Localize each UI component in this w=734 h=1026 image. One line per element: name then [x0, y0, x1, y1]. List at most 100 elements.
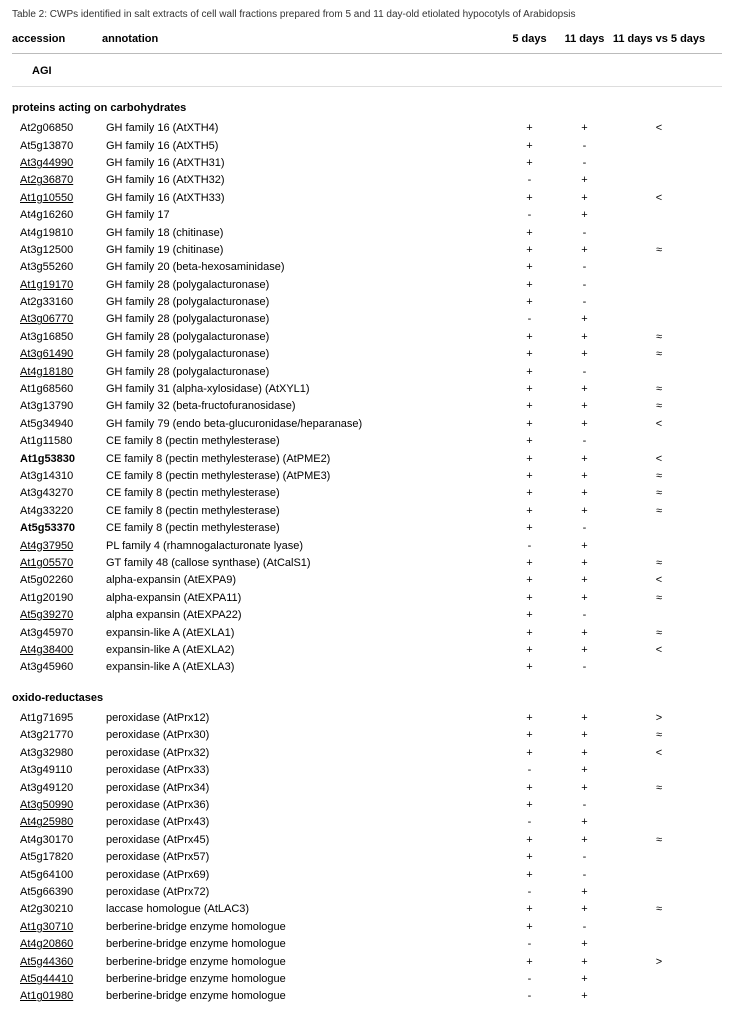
cell-accession: At1g68560: [12, 382, 102, 397]
cell-annotation: peroxidase (AtPrx36): [102, 798, 502, 813]
cell-accession: At3g55260: [12, 260, 102, 275]
cell-accession: At3g06770: [12, 312, 102, 327]
table-body: proteins acting on carbohydratesAt2g0685…: [12, 87, 722, 1006]
table-row: At5g13870GH family 16 (AtXTH5)+-: [12, 138, 722, 155]
table-row: At1g05570GT family 48 (callose synthase)…: [12, 555, 722, 572]
table-row: At1g19170GH family 28 (polygalacturonase…: [12, 277, 722, 294]
table-row: At3g14310CE family 8 (pectin methylester…: [12, 468, 722, 485]
cell-11-days: +: [557, 746, 612, 761]
table-row: At1g68560GH family 31 (alpha-xylosidase)…: [12, 381, 722, 398]
cell-accession: At5g44360: [12, 955, 102, 970]
cell-5-days: +: [502, 868, 557, 883]
cell-annotation: CE family 8 (pectin methylesterase) (AtP…: [102, 452, 502, 467]
cell-annotation: GH family 16 (AtXTH33): [102, 191, 502, 206]
table-row: At3g49110peroxidase (AtPrx33)-+: [12, 762, 722, 779]
cell-5-days: -: [502, 763, 557, 778]
cell-annotation: GH family 16 (AtXTH5): [102, 139, 502, 154]
group-title: oxido-reductases: [12, 677, 722, 710]
cell-accession: At1g01980: [12, 989, 102, 1004]
cell-11-days: +: [557, 243, 612, 258]
table-row: At4g16260GH family 17-+: [12, 207, 722, 224]
cell-accession: At3g43270: [12, 486, 102, 501]
cell-11-days: -: [557, 278, 612, 293]
cell-5-days: +: [502, 417, 557, 432]
cell-11-days: +: [557, 191, 612, 206]
table-row: At1g10550GH family 16 (AtXTH33)++<: [12, 190, 722, 207]
cell-accession: At5g13870: [12, 139, 102, 154]
cell-11-days: +: [557, 711, 612, 726]
cell-annotation: GH family 28 (polygalacturonase): [102, 365, 502, 380]
cell-11-days: +: [557, 643, 612, 658]
table-row: At3g16850GH family 28 (polygalacturonase…: [12, 329, 722, 346]
cell-comparison: ≈: [612, 469, 706, 484]
cell-annotation: expansin-like A (AtEXLA3): [102, 660, 502, 675]
table-row: At5g66390peroxidase (AtPrx72)-+: [12, 884, 722, 901]
table-row: At4g20860berberine-bridge enzyme homolog…: [12, 936, 722, 953]
cell-11-days: -: [557, 260, 612, 275]
cell-annotation: CE family 8 (pectin methylesterase): [102, 486, 502, 501]
cell-accession: At3g16850: [12, 330, 102, 345]
cell-accession: At4g16260: [12, 208, 102, 223]
cell-5-days: +: [502, 556, 557, 571]
table-row: At2g30210laccase homologue (AtLAC3)++≈: [12, 901, 722, 918]
cell-accession: At5g02260: [12, 573, 102, 588]
cell-11-days: +: [557, 972, 612, 987]
cell-annotation: GH family 19 (chitinase): [102, 243, 502, 258]
table-row: At3g32980peroxidase (AtPrx32)++<: [12, 745, 722, 762]
cell-accession: At3g45970: [12, 626, 102, 641]
cell-annotation: peroxidase (AtPrx32): [102, 746, 502, 761]
cell-annotation: peroxidase (AtPrx34): [102, 781, 502, 796]
cell-annotation: PL family 4 (rhamnogalacturonate lyase): [102, 539, 502, 554]
table-row: At3g55260GH family 20 (beta-hexosaminida…: [12, 259, 722, 276]
cell-5-days: +: [502, 452, 557, 467]
cell-5-days: +: [502, 365, 557, 380]
cell-11-days: -: [557, 920, 612, 935]
cell-5-days: +: [502, 330, 557, 345]
cell-accession: At3g49120: [12, 781, 102, 796]
cell-5-days: +: [502, 608, 557, 623]
cell-11-days: -: [557, 365, 612, 380]
cell-5-days: -: [502, 539, 557, 554]
header-comparison: 11 days vs 5 days: [612, 32, 706, 47]
table-row: At4g37950PL family 4 (rhamnogalacturonat…: [12, 538, 722, 555]
table-row: At3g50990peroxidase (AtPrx36)+-: [12, 797, 722, 814]
table-row: At5g44410berberine-bridge enzyme homolog…: [12, 971, 722, 988]
cell-accession: At5g34940: [12, 417, 102, 432]
cell-comparison: ≈: [612, 486, 706, 501]
table-row: At3g45970expansin-like A (AtEXLA1)++≈: [12, 625, 722, 642]
cell-11-days: +: [557, 452, 612, 467]
cell-comparison: <: [612, 417, 706, 432]
table-row: At5g34940GH family 79 (endo beta-glucuro…: [12, 416, 722, 433]
cell-11-days: +: [557, 312, 612, 327]
table-header-row: accession annotation 5 days 11 days 11 d…: [12, 28, 722, 54]
cell-accession: At5g44410: [12, 972, 102, 987]
cell-5-days: +: [502, 920, 557, 935]
header-annotation: annotation: [102, 32, 502, 47]
cell-5-days: +: [502, 243, 557, 258]
cell-11-days: +: [557, 815, 612, 830]
table-row: At5g02260alpha-expansin (AtEXPA9)++<: [12, 572, 722, 589]
cell-accession: At2g06850: [12, 121, 102, 136]
cell-accession: At3g50990: [12, 798, 102, 813]
table-row: At5g53370CE family 8 (pectin methylester…: [12, 520, 722, 537]
cell-11-days: -: [557, 295, 612, 310]
cell-11-days: -: [557, 850, 612, 865]
cell-11-days: +: [557, 347, 612, 362]
cell-comparison: <: [612, 643, 706, 658]
cell-5-days: +: [502, 486, 557, 501]
cell-5-days: +: [502, 156, 557, 171]
cell-5-days: +: [502, 278, 557, 293]
cell-5-days: -: [502, 989, 557, 1004]
cell-11-days: +: [557, 486, 612, 501]
cell-annotation: GT family 48 (callose synthase) (AtCalS1…: [102, 556, 502, 571]
cell-accession: At2g33160: [12, 295, 102, 310]
cell-annotation: CE family 8 (pectin methylesterase): [102, 504, 502, 519]
cell-5-days: +: [502, 746, 557, 761]
cell-accession: At4g37950: [12, 539, 102, 554]
cell-accession: At3g12500: [12, 243, 102, 258]
table-row: At4g38400expansin-like A (AtEXLA2)++<: [12, 642, 722, 659]
cell-comparison: <: [612, 746, 706, 761]
cell-accession: At5g17820: [12, 850, 102, 865]
cell-11-days: +: [557, 504, 612, 519]
cell-annotation: peroxidase (AtPrx43): [102, 815, 502, 830]
